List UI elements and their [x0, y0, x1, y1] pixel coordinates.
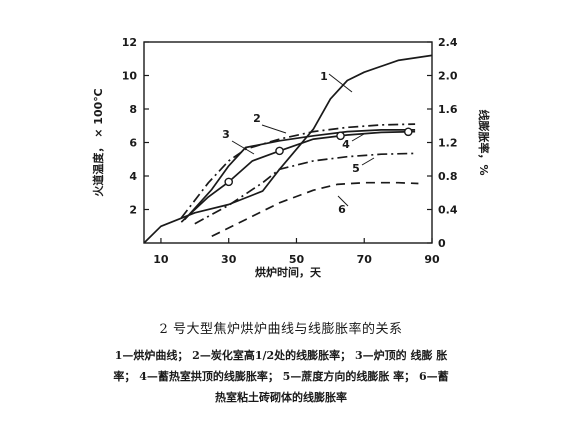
series-label-4: 4 [342, 138, 350, 151]
series-line-1 [143, 54, 433, 244]
y-left-tick-label: 4 [129, 170, 137, 183]
series-line-4 [180, 130, 416, 223]
series-leader-1 [328, 73, 353, 93]
chart: 10 30 50 70 902468101200.40.81.21.62.02.4烘炉时… [91, 36, 491, 279]
figure-caption-title: 2 号大型焦炉烘炉曲线与线膨胀率的关系 [159, 322, 403, 337]
series-label-5: 5 [352, 162, 360, 175]
caption-line: 1—烘炉曲线； 2—炭化室高1/2处的线膨胀率； 3—炉顶的 线膨 胀 [114, 349, 448, 362]
series-label-1: 1 [320, 70, 328, 83]
series-label-3: 3 [222, 128, 230, 141]
y-right-tick-label: 2.0 [438, 70, 458, 83]
series-line-6 [211, 181, 419, 238]
series-line-3 [180, 123, 416, 219]
series-marker-4 [336, 131, 345, 141]
y-right-tick-label: 1.2 [438, 137, 458, 150]
series-marker-4 [224, 177, 234, 187]
y-left-axis-label: 火道温度， × 100℃ [91, 88, 105, 196]
series-leader-2 [261, 124, 287, 134]
figure-caption-legend: 1—烘炉曲线； 2—炭化室高1/2处的线膨胀率； 3—炉顶的 线膨 胀 率； 4… [0, 345, 562, 408]
y-right-axis-label: 线膨胀率，% [477, 109, 491, 175]
series-leader-5 [361, 157, 375, 166]
series-line-2 [184, 129, 416, 221]
y-left-tick-label: 8 [129, 103, 137, 116]
plot-frame [143, 41, 433, 244]
x-tick-label: 30 [221, 253, 237, 266]
caption-line: 热室粘土砖砌体的线膨胀率 [215, 391, 347, 404]
y-right-tick-label: 0.8 [438, 170, 458, 183]
y-right-tick-label: 0 [438, 237, 446, 250]
y-left-tick-label: 6 [129, 137, 137, 150]
y-left-tick-label: 10 [122, 70, 138, 83]
y-right-tick-label: 2.4 [438, 36, 458, 49]
y-right-tick-label: 0.4 [438, 204, 458, 217]
series-leader-4 [351, 133, 365, 142]
series-label-6: 6 [338, 203, 346, 216]
series-marker-4 [275, 146, 284, 156]
x-axis-label: 烘炉时间，天 [255, 265, 322, 279]
series-line-5 [194, 152, 416, 225]
y-left-tick-label: 12 [122, 36, 137, 49]
series-label-2: 2 [253, 112, 261, 125]
x-tick-label: 70 [357, 253, 373, 266]
y-right-tick-label: 1.6 [438, 103, 458, 116]
x-tick-label: 50 [289, 253, 305, 266]
caption-line: 率； 4—蓄热室拱顶的线膨胀率； 5—蔗度方向的线膨胀 率； 6—蓄 [113, 370, 449, 383]
series-marker-4 [403, 127, 413, 137]
x-tick-label: 90 [424, 253, 440, 266]
y-left-tick-label: 2 [129, 204, 137, 217]
series-leader-3 [231, 140, 255, 155]
series-leader-6 [337, 195, 349, 207]
x-tick-label: 10 [153, 253, 169, 266]
